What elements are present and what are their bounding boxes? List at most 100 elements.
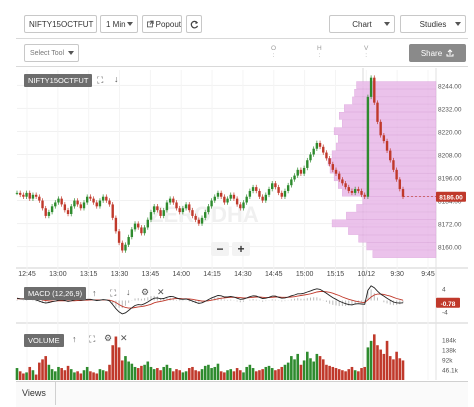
- volume-bar: [114, 336, 118, 380]
- share-button-label: Share: [420, 48, 443, 58]
- toolbar-divider: [16, 38, 468, 39]
- price-tick-label: 8196.00: [438, 176, 462, 183]
- volume-profile-bar: [354, 88, 437, 97]
- candle-body: [108, 200, 111, 205]
- volume-bar: [305, 351, 309, 380]
- candle-body: [337, 173, 341, 180]
- volume-bar: [133, 366, 137, 380]
- candle-body: [347, 187, 350, 191]
- candle-body: [175, 202, 178, 209]
- zoom-in-button[interactable]: +: [232, 242, 250, 256]
- expand-icon[interactable]: ⛶: [89, 334, 96, 344]
- candle-body: [188, 204, 191, 211]
- price-tick-label: 8244.00: [438, 83, 462, 90]
- volume-bar: [315, 353, 319, 380]
- candle-body: [143, 227, 146, 234]
- volume-panel-label[interactable]: VOLUME: [24, 334, 64, 347]
- volume-bar: [213, 366, 217, 380]
- studies-menu-button[interactable]: Studies: [400, 15, 466, 33]
- volume-profile-bar: [352, 96, 437, 105]
- candle-body: [156, 206, 159, 211]
- gear-icon[interactable]: ⚙: [104, 333, 113, 343]
- volume-tick-label: 46.1k: [442, 367, 459, 374]
- gear-icon[interactable]: ⚙: [141, 287, 150, 297]
- price-tick-label: 8172.00: [438, 222, 462, 229]
- refresh-button[interactable]: [186, 15, 202, 33]
- candle-body: [165, 202, 169, 211]
- volume-bar: [210, 368, 213, 380]
- popout-button[interactable]: Popout: [142, 15, 182, 33]
- volume-bar: [136, 368, 140, 380]
- candle-body: [204, 212, 207, 218]
- volume-bar: [85, 366, 89, 380]
- footer-bar: [16, 381, 468, 407]
- close-icon[interactable]: ✕: [157, 287, 165, 297]
- candle-body: [277, 187, 280, 193]
- candle-body: [369, 77, 373, 97]
- main-panel-label[interactable]: NIFTY15OCTFUT: [24, 74, 93, 87]
- candle-body: [181, 208, 185, 213]
- candle-body: [398, 179, 402, 190]
- volume-bar: [232, 371, 236, 380]
- time-tick-label: 14:15: [203, 271, 221, 278]
- volume-bar: [60, 368, 63, 380]
- chevron-down-icon: [384, 22, 390, 26]
- candle-body: [38, 196, 41, 201]
- share-button[interactable]: Share: [409, 44, 466, 62]
- arrow-down-icon[interactable]: ↓: [126, 287, 131, 297]
- volume-bar: [235, 368, 239, 380]
- close-icon[interactable]: ✕: [120, 333, 128, 343]
- volume-bar: [203, 365, 207, 380]
- expand-icon[interactable]: ⛶: [97, 75, 104, 85]
- volume-bar: [98, 369, 102, 380]
- candle-body: [117, 231, 121, 243]
- candle-body: [130, 229, 134, 238]
- symbol-input[interactable]: NIFTY15OCTFUT: [24, 15, 97, 33]
- volume-bar: [152, 369, 156, 380]
- volume-tick-label: 92k: [442, 358, 453, 365]
- candle-body: [299, 169, 303, 174]
- candle-body: [271, 183, 274, 190]
- volume-bar: [337, 369, 341, 380]
- candle-body: [114, 217, 118, 232]
- candle-body: [210, 200, 213, 207]
- time-tick-label: 14:45: [265, 271, 283, 278]
- chart-menu-button[interactable]: Chart: [329, 15, 395, 33]
- candle-body: [200, 217, 204, 224]
- popout-icon: [147, 20, 154, 28]
- volume-profile-bar: [362, 196, 437, 205]
- candle-body: [341, 179, 344, 184]
- volume-bar: [312, 361, 315, 380]
- volume-bar: [350, 366, 354, 380]
- volume-bar: [140, 365, 143, 380]
- select-tool-dropdown[interactable]: Select Tool: [24, 44, 79, 62]
- candle-body: [47, 212, 51, 216]
- volume-bar: [283, 364, 287, 380]
- volume-bar: [270, 368, 274, 380]
- candle-body: [229, 194, 232, 199]
- candle-body: [242, 202, 245, 209]
- arrow-down-icon[interactable]: ↓: [114, 74, 119, 84]
- expand-icon[interactable]: ⛶: [110, 288, 117, 298]
- macd-panel-label[interactable]: MACD (12,26,9): [24, 287, 87, 300]
- zoom-out-button[interactable]: −: [211, 242, 229, 256]
- time-tick-label: 14:30: [234, 271, 252, 278]
- volume-bar: [79, 373, 83, 380]
- time-tick-label: 10/12: [358, 271, 376, 278]
- studies-menu-label: Studies: [419, 19, 447, 29]
- candle-body: [70, 206, 73, 214]
- volume-bar: [286, 362, 290, 380]
- volume-bar: [181, 372, 185, 380]
- volume-bar: [274, 370, 277, 380]
- candle-body: [50, 206, 54, 213]
- arrow-up-icon[interactable]: ↑: [92, 288, 97, 298]
- views-menu[interactable]: Views: [16, 381, 56, 405]
- interval-select[interactable]: 1 Min: [100, 15, 138, 33]
- volume-bar: [251, 368, 255, 380]
- candle-body: [385, 141, 389, 151]
- volume-profile-bar: [358, 234, 437, 243]
- volume-bar: [178, 370, 181, 380]
- arrow-up-icon[interactable]: ↑: [72, 334, 77, 344]
- volume-bar: [360, 368, 363, 380]
